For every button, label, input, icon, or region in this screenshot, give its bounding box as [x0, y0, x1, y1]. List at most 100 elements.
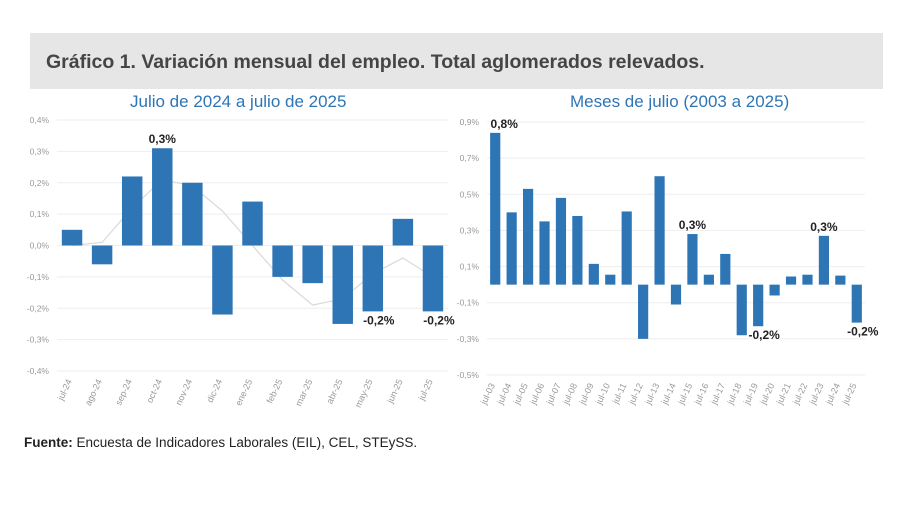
x-tick-label: jul-25: [840, 382, 859, 407]
x-tick-label: jul-09: [577, 382, 596, 407]
data-label: 0,3%: [149, 132, 177, 146]
data-label: 0,3%: [810, 220, 838, 234]
x-tick-label: jul-03: [478, 382, 497, 407]
y-tick-label: 0,3%: [30, 146, 50, 156]
x-tick-label: jul-08: [560, 382, 579, 407]
bar-jul-22: [802, 274, 813, 285]
chart-right: 0,9% 0,7% 0,5% 0,3% 0,1% -0,1% -0,3% -0,5% jul-0…: [457, 117, 879, 407]
bar-ene-25: [242, 201, 263, 246]
bar-jul-03: [490, 132, 501, 285]
bar-feb-25: [272, 245, 293, 277]
data-label: 0,3%: [679, 218, 707, 232]
bar-jul-20: [769, 284, 780, 296]
x-tick-label: ago-24: [83, 378, 104, 408]
x-tick-label: jul-04: [495, 382, 514, 407]
source-text: Encuesta de Indicadores Laborales (EIL),…: [72, 435, 418, 450]
x-tick-label: jul-15: [675, 382, 694, 407]
x-tick-label: sep-24: [113, 378, 134, 407]
bar-jul-23: [818, 235, 830, 285]
x-tick-label: jul-18: [725, 382, 744, 407]
x-tick-label: jul-11: [610, 382, 629, 406]
bar-jul-05: [522, 188, 534, 285]
y-tick-label: 0,1%: [30, 209, 50, 219]
chart-left: 0,4% 0,3% 0,2% 0,1% 0,0% -0,1% -0,2% -0,3% -0,4%…: [27, 115, 455, 409]
bar-jul-21: [785, 276, 797, 285]
bar-jul-25: [422, 245, 444, 312]
bar-jul-08: [572, 215, 583, 285]
bar-oct-24: [152, 148, 173, 246]
bar-jul-17: [720, 253, 731, 285]
x-tick-label: jul-23: [807, 382, 826, 407]
bar-jul-11: [621, 211, 632, 285]
x-tick-label: jul-05: [511, 382, 530, 407]
y-tick-label: -0,5%: [457, 370, 480, 380]
bar-mar-25: [302, 245, 323, 284]
bar-jul-18: [736, 284, 747, 336]
y-tick-label: 0,5%: [460, 189, 480, 199]
x-tick-label: jul-24: [823, 382, 842, 407]
title-band: [30, 33, 883, 89]
bar-jul-15: [687, 234, 698, 285]
x-tick-label: jul-24: [55, 378, 74, 403]
source-label: Fuente:: [24, 435, 73, 450]
bar-jul-12: [638, 284, 649, 339]
x-tick-label: jul-12: [626, 382, 645, 407]
page-title: Gráfico 1. Variación mensual del empleo.…: [46, 51, 705, 73]
bar-ago-24: [91, 245, 113, 265]
y-tick-label: 0,0%: [30, 241, 50, 251]
x-tick-label: jul-07: [544, 382, 563, 407]
y-tick-label: -0,4%: [27, 366, 50, 376]
x-tick-label: jul-19: [741, 382, 760, 407]
x-tick-label: nov-24: [173, 378, 194, 407]
y-tick-label: 0,2%: [30, 178, 50, 188]
y-tick-label: -0,3%: [27, 335, 50, 345]
bar-jul-25: [851, 284, 862, 323]
x-tick-label: oct-24: [144, 378, 164, 405]
bar-jul-19: [753, 284, 764, 327]
chart-left-title: Julio de 2024 a julio de 2025: [130, 92, 347, 111]
bar-jul-24: [835, 275, 846, 285]
x-tick-label: jul-20: [758, 382, 777, 407]
bar-dic-24: [212, 245, 233, 315]
bar-jul-16: [703, 274, 714, 285]
bar-jul-04: [506, 212, 517, 285]
bar-jul-24: [61, 229, 83, 246]
x-tick-label: jul-06: [528, 382, 547, 407]
x-tick-label: jul-22: [791, 382, 810, 407]
y-tick-label: 0,3%: [460, 225, 480, 235]
x-tick-label: jul-14: [659, 382, 678, 407]
x-tick-label: feb-25: [265, 378, 285, 405]
bar-jul-13: [654, 176, 665, 285]
bar-may-25: [362, 245, 384, 312]
bar-jul-09: [588, 263, 599, 285]
data-label: 0,8%: [491, 117, 519, 131]
y-tick-label: 0,9%: [460, 117, 480, 127]
bar-jul-07: [555, 197, 567, 285]
y-tick-label: 0,1%: [460, 262, 480, 272]
x-tick-label: dic-24: [205, 378, 224, 404]
y-tick-label: -0,1%: [27, 272, 50, 282]
data-label: -0,2%: [363, 313, 395, 327]
bar-abr-25: [332, 245, 353, 324]
x-tick-label: jul-16: [692, 382, 711, 407]
bar-sep-24: [121, 176, 143, 246]
x-tick-label: jul-21: [774, 382, 793, 407]
x-tick-label: may-25: [353, 378, 375, 409]
y-tick-label: -0,2%: [27, 303, 50, 313]
bar-jul-10: [605, 274, 616, 285]
y-tick-label: -0,1%: [457, 298, 480, 308]
bar-jun-25: [392, 218, 414, 246]
data-label: -0,2%: [847, 325, 879, 339]
x-tick-label: ene-25: [233, 378, 254, 408]
x-tick-label: jul-13: [643, 382, 662, 407]
x-tick-label: jul-10: [593, 382, 612, 407]
bar-jul-06: [539, 221, 550, 285]
x-tick-label: abr-25: [324, 378, 344, 406]
x-tick-label: jul-17: [708, 382, 727, 407]
y-tick-label: -0,3%: [457, 334, 480, 344]
data-label: -0,2%: [423, 313, 455, 327]
bar-nov-24: [182, 182, 203, 246]
data-label: -0,2%: [748, 328, 780, 342]
y-tick-label: 0,7%: [460, 153, 480, 163]
x-tick-label: jun-25: [385, 378, 405, 406]
